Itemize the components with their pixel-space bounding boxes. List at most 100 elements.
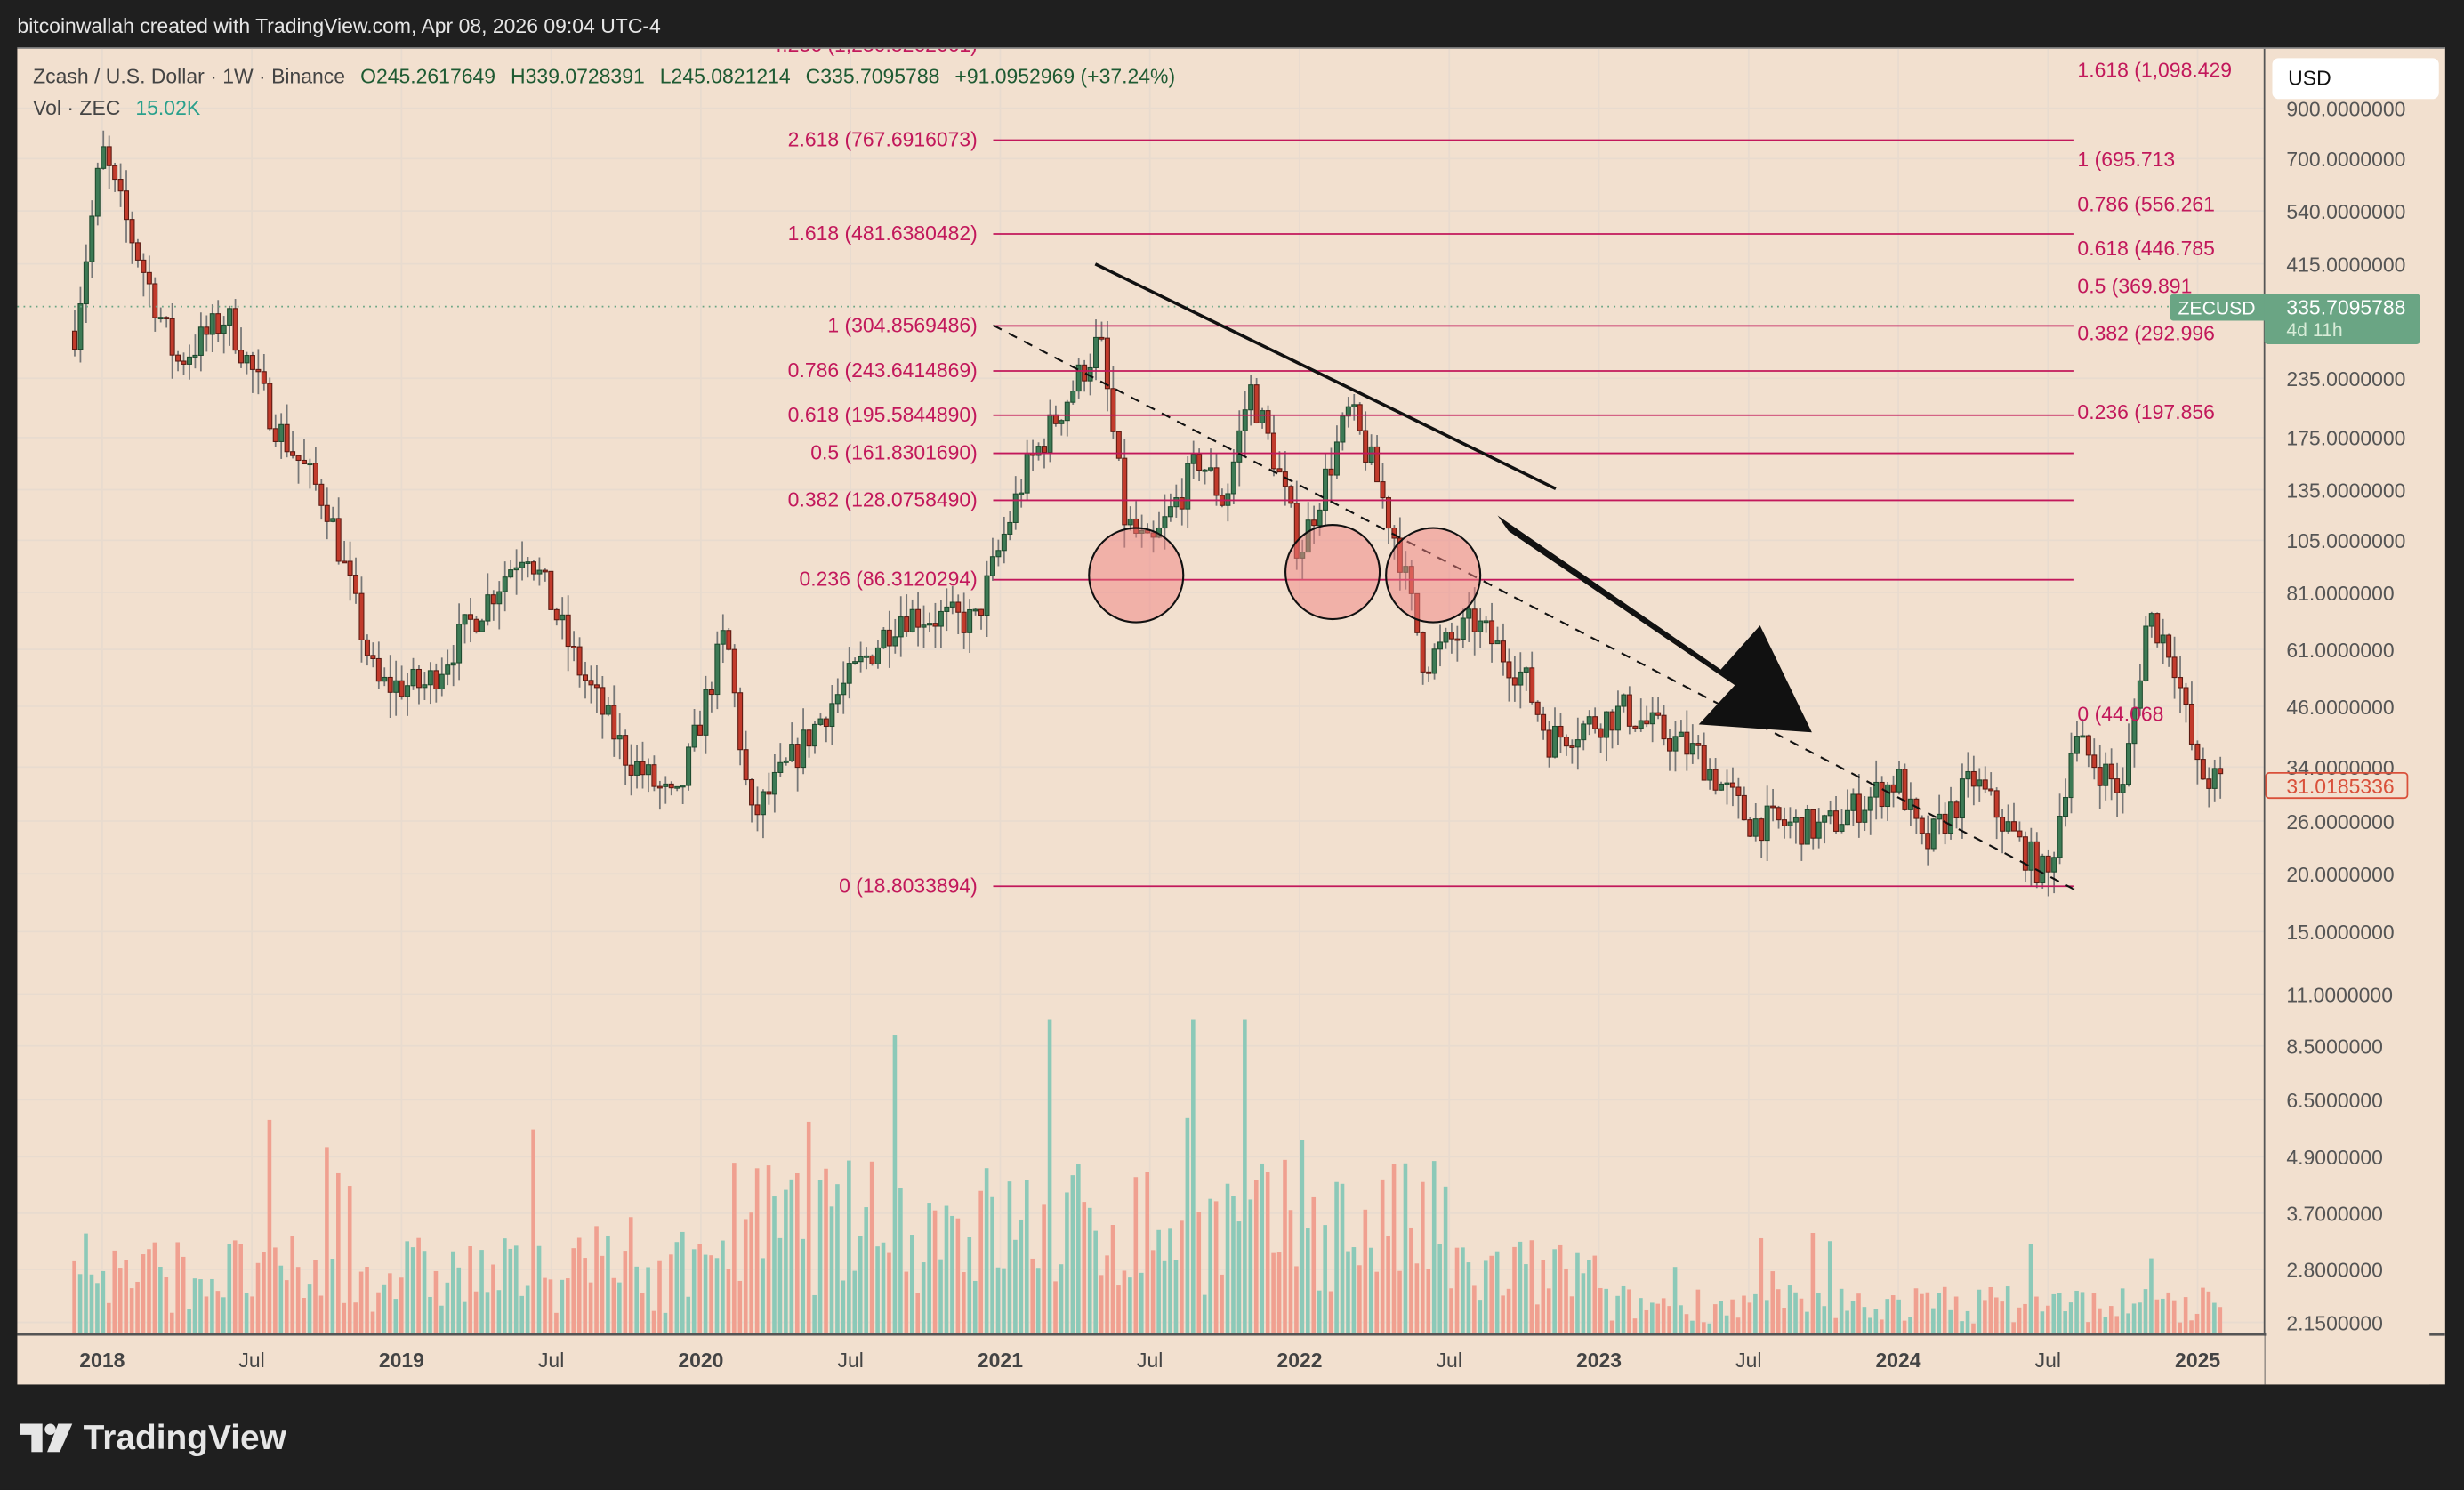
candle-up bbox=[760, 791, 766, 816]
candle-down bbox=[1770, 805, 1776, 809]
candle-down bbox=[433, 670, 439, 690]
volume-bar bbox=[1764, 1300, 1769, 1334]
candle-down bbox=[611, 705, 617, 740]
volume-bar bbox=[2068, 1302, 2073, 1334]
volume-bar bbox=[691, 1249, 697, 1334]
candle-down bbox=[766, 791, 772, 795]
volume-bar bbox=[2034, 1296, 2039, 1334]
candle-up bbox=[1236, 430, 1243, 463]
volume-bar bbox=[663, 1312, 668, 1334]
candle-up bbox=[645, 764, 651, 776]
volume-bar bbox=[405, 1241, 410, 1334]
volume-bar bbox=[169, 1312, 174, 1334]
volume-bar bbox=[232, 1240, 238, 1334]
candle-down bbox=[117, 179, 124, 192]
volume-bar bbox=[915, 1293, 921, 1334]
candle-up bbox=[783, 760, 789, 763]
volume-bar bbox=[284, 1280, 289, 1334]
volume-bar bbox=[342, 1302, 347, 1334]
volume-bar bbox=[1850, 1301, 1856, 1334]
candle-down bbox=[737, 692, 744, 751]
price-chart[interactable]: 4.236 (1,230.5262661) 2.618 (767.6916073)… bbox=[17, 48, 2445, 1385]
volume-bar bbox=[1759, 1237, 1764, 1334]
candle-up bbox=[720, 630, 726, 645]
down-arrow-drawing bbox=[1497, 515, 1812, 733]
candle-up bbox=[1621, 694, 1627, 707]
volume-value: 15.02K bbox=[135, 95, 201, 120]
candle-down bbox=[1925, 833, 1931, 850]
candle-up bbox=[479, 620, 485, 632]
candle-down bbox=[152, 283, 158, 318]
candle-up bbox=[83, 261, 89, 305]
candle-down bbox=[375, 657, 382, 682]
volume-bar bbox=[1461, 1247, 1465, 1334]
candle-up bbox=[1844, 809, 1850, 826]
candle-up bbox=[1351, 404, 1357, 407]
candle-down bbox=[324, 504, 330, 522]
volume-bar bbox=[2040, 1311, 2045, 1334]
chart-panel[interactable]: 4.236 (1,230.5262661) 2.618 (767.6916073)… bbox=[17, 46, 2445, 1385]
volume-bar bbox=[1977, 1289, 1982, 1334]
fib-level-label: 0.236 (86.3120294) bbox=[799, 568, 977, 591]
volume-bar bbox=[1902, 1320, 1907, 1334]
candle-up bbox=[1678, 731, 1684, 737]
volume-bar bbox=[1667, 1306, 1671, 1334]
volume-bar bbox=[1449, 1288, 1453, 1334]
volume-bar bbox=[955, 1218, 961, 1334]
time-axis-tick: 2018 bbox=[79, 1349, 125, 1372]
volume-bar bbox=[416, 1237, 421, 1334]
volume-bar bbox=[1524, 1264, 1528, 1334]
volume-bar bbox=[950, 1215, 954, 1334]
candle-up bbox=[984, 575, 990, 616]
volume-bar bbox=[777, 1237, 783, 1334]
candle-up bbox=[892, 636, 898, 647]
candle-up bbox=[1093, 336, 1099, 368]
candle-down bbox=[1856, 793, 1862, 823]
volume-bar bbox=[273, 1247, 278, 1334]
candle-up bbox=[995, 550, 1002, 558]
candle-down bbox=[468, 614, 474, 620]
candle-down bbox=[364, 639, 370, 656]
candle-down bbox=[1471, 608, 1478, 632]
volume-bar bbox=[772, 1196, 777, 1334]
volume-bar bbox=[1541, 1260, 1546, 1334]
volume-bar bbox=[77, 1274, 83, 1334]
candle-down bbox=[1082, 364, 1088, 382]
candle-up bbox=[1581, 723, 1587, 741]
candle-up bbox=[192, 354, 198, 358]
volume-bar bbox=[1421, 1181, 1425, 1334]
volume-bar bbox=[1810, 1233, 1816, 1334]
volume-bar bbox=[1965, 1310, 1970, 1334]
volume-bar bbox=[881, 1242, 886, 1334]
volume-bar bbox=[2005, 1286, 2010, 1334]
volume-bar bbox=[89, 1274, 94, 1334]
candle-up bbox=[1437, 641, 1444, 650]
candle-up bbox=[1907, 798, 1913, 810]
currency-button[interactable]: USD bbox=[2272, 58, 2439, 100]
volume-bar bbox=[1386, 1236, 1390, 1334]
volume-bar bbox=[1707, 1323, 1712, 1334]
candle-down bbox=[124, 190, 130, 221]
candle-up bbox=[1885, 784, 1891, 808]
candle-down bbox=[548, 570, 554, 610]
candle-up bbox=[485, 594, 491, 622]
volume-bar bbox=[1180, 1220, 1184, 1334]
volume-bar bbox=[1225, 1183, 1230, 1334]
volume-bar bbox=[2017, 1307, 2022, 1334]
volume-bar bbox=[2154, 1299, 2160, 1334]
volume-bar bbox=[628, 1217, 633, 1334]
candle-down bbox=[358, 592, 365, 640]
tradingview-logo-icon bbox=[20, 1423, 73, 1453]
volume-bar bbox=[1501, 1295, 1505, 1334]
volume-bar bbox=[1581, 1273, 1586, 1334]
price-axis-tick: 2.8000000 bbox=[2286, 1259, 2383, 1282]
volume-bar bbox=[376, 1292, 381, 1334]
candle-up bbox=[1948, 801, 1954, 834]
volume-bar bbox=[2126, 1313, 2130, 1334]
candle-up bbox=[703, 689, 709, 736]
volume-bar bbox=[158, 1267, 163, 1334]
candle-up bbox=[1822, 815, 1828, 823]
candle-up bbox=[1873, 781, 1880, 798]
volume-bar bbox=[198, 1279, 203, 1334]
volume-bar bbox=[680, 1231, 685, 1334]
